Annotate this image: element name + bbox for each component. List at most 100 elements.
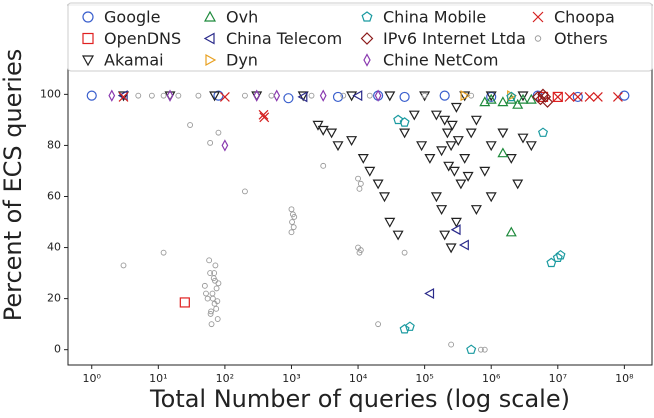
marker <box>209 295 216 302</box>
marker <box>462 171 474 182</box>
marker <box>175 92 182 99</box>
marker <box>219 91 230 102</box>
marker <box>340 92 347 99</box>
marker <box>164 91 176 102</box>
marker <box>326 128 338 139</box>
marker <box>592 91 603 102</box>
marker <box>517 133 529 144</box>
marker <box>439 115 451 126</box>
y-tick-label: 20 <box>47 292 61 305</box>
marker <box>384 217 396 228</box>
marker <box>160 249 167 256</box>
marker <box>466 344 477 354</box>
marker <box>399 117 410 127</box>
marker <box>117 91 130 102</box>
marker <box>208 308 214 315</box>
marker <box>251 91 263 102</box>
legend-label: Dyn <box>226 51 258 70</box>
marker <box>268 92 275 99</box>
marker <box>416 141 428 152</box>
marker <box>497 128 509 139</box>
marker <box>332 141 344 152</box>
marker <box>393 114 404 125</box>
marker <box>532 11 544 23</box>
x-axis-label: Total Number of queries (log scale) <box>149 385 570 413</box>
marker <box>273 89 281 102</box>
marker <box>320 162 327 169</box>
y-axis-label: Percent of ECS queries <box>0 49 27 322</box>
x-tick-label: 10¹ <box>149 372 167 385</box>
marker <box>443 161 455 172</box>
marker <box>214 298 221 305</box>
marker <box>209 290 216 297</box>
legend-label: Choopa <box>554 8 615 27</box>
marker <box>564 91 575 102</box>
marker <box>242 188 248 195</box>
y-tick-label: 40 <box>47 241 61 254</box>
marker <box>537 127 549 137</box>
y-tick-label: 0 <box>54 343 61 356</box>
marker <box>458 239 469 251</box>
marker <box>374 89 382 102</box>
marker <box>378 192 391 203</box>
marker <box>572 91 583 103</box>
marker <box>479 96 491 107</box>
marker <box>424 154 436 164</box>
marker <box>439 90 450 101</box>
marker <box>213 305 220 312</box>
marker <box>424 287 435 300</box>
legend-label: Chine NetCom <box>383 51 498 70</box>
marker <box>485 93 497 104</box>
marker <box>203 290 209 297</box>
y-tick-label: 60 <box>47 189 61 202</box>
marker <box>404 321 415 331</box>
marker <box>468 92 475 99</box>
legend-label: Ovh <box>226 8 258 27</box>
marker <box>450 217 462 228</box>
x-tick-label: 10⁰ <box>83 372 102 385</box>
x-tick-label: 10³ <box>282 372 300 385</box>
legend-label: China Telecom <box>226 29 342 48</box>
marker <box>375 321 382 328</box>
marker <box>479 166 491 177</box>
marker <box>399 324 410 334</box>
marker <box>477 346 484 353</box>
marker <box>399 91 410 103</box>
marker <box>401 249 408 256</box>
marker <box>612 91 623 102</box>
marker <box>289 219 295 225</box>
marker <box>512 179 524 190</box>
marker <box>459 154 471 164</box>
legend-label: China Mobile <box>383 8 486 27</box>
marker <box>459 91 471 102</box>
marker <box>505 154 517 164</box>
marker <box>584 91 595 102</box>
marker <box>259 112 270 123</box>
marker <box>534 35 542 42</box>
x-tick-label: 10⁵ <box>415 372 433 385</box>
marker <box>187 122 194 128</box>
marker <box>201 282 208 289</box>
marker <box>352 90 363 102</box>
marker <box>399 128 411 139</box>
marker <box>179 297 190 308</box>
marker <box>312 120 324 131</box>
marker <box>505 226 517 237</box>
marker <box>82 11 94 23</box>
marker <box>421 92 428 99</box>
marker <box>485 192 497 203</box>
marker <box>356 185 363 192</box>
marker <box>208 321 215 328</box>
marker <box>517 91 529 102</box>
marker <box>619 90 630 101</box>
marker <box>366 92 373 99</box>
marker <box>384 91 396 102</box>
marker <box>445 141 457 152</box>
marker <box>148 92 155 99</box>
marker <box>470 115 482 126</box>
marker <box>346 136 358 147</box>
x-tick-label: 10² <box>216 372 234 385</box>
legend-label: IPv6 Internet Ltda <box>383 29 526 48</box>
marker <box>288 229 295 236</box>
marker <box>430 110 442 121</box>
